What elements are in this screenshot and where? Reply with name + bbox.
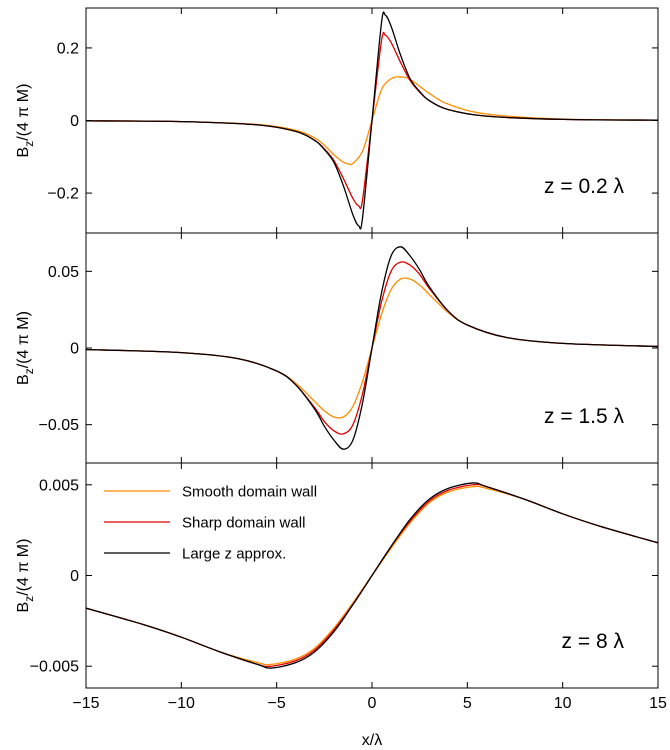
y-tick-label: 0.005 <box>39 477 79 494</box>
y-tick-label: 0.2 <box>57 40 79 57</box>
x-tick-label: −10 <box>168 695 195 712</box>
legend-label: Sharp domain wall <box>182 515 305 532</box>
legend: Smooth domain wall Sharp domain wall Large… <box>104 484 317 563</box>
y-tick-label: −0.2 <box>47 186 79 203</box>
panel-2: −0.05 0 0.05 Bz/(4 π M) z = 1.5 λ <box>15 232 659 464</box>
y-axis-label: Bz/(4 π M) <box>15 84 36 158</box>
x-tick-label: 10 <box>554 695 572 712</box>
y-tick-label: 0 <box>70 341 79 358</box>
panel-annotation: z = 0.2 λ <box>544 175 624 198</box>
y-tick-label: 0 <box>70 568 79 585</box>
y-axis-label: Bz/(4 π M) <box>15 311 36 385</box>
y-tick-label: −0.005 <box>30 659 79 676</box>
series-line-3 <box>86 246 658 450</box>
y-tick-label: 0 <box>70 113 79 130</box>
y-axis-label: Bz/(4 π M) <box>15 539 36 613</box>
panel-1: −0.2 0 0.2 Bz/(4 π M) z = 0.2 λ <box>15 7 659 234</box>
x-tick-label: 0 <box>368 695 377 712</box>
x-tick-label: −5 <box>268 695 286 712</box>
panel-annotation: z = 8 λ <box>562 630 625 653</box>
x-tick-label: 5 <box>463 695 472 712</box>
series-line-1 <box>86 76 658 166</box>
y-tick-label: −0.05 <box>39 417 80 434</box>
legend-label: Large z approx. <box>182 546 286 563</box>
series-line-3 <box>86 11 658 230</box>
y-tick-label: 0.05 <box>48 264 79 281</box>
series-group <box>86 11 658 230</box>
series-group <box>86 246 658 450</box>
panel-annotation: z = 1.5 λ <box>544 405 624 428</box>
x-tick-label: −15 <box>72 695 99 712</box>
panel-3: −15 −10 −5 0 5 10 15 −0.005 0 0.005 Bz/(4 π M) z = … <box>15 462 667 749</box>
series-group <box>86 482 658 669</box>
legend-label: Smooth domain wall <box>182 484 317 501</box>
x-tick-label: 15 <box>649 695 667 712</box>
series-line-3 <box>86 482 658 669</box>
x-axis-label: x/λ <box>362 732 382 749</box>
